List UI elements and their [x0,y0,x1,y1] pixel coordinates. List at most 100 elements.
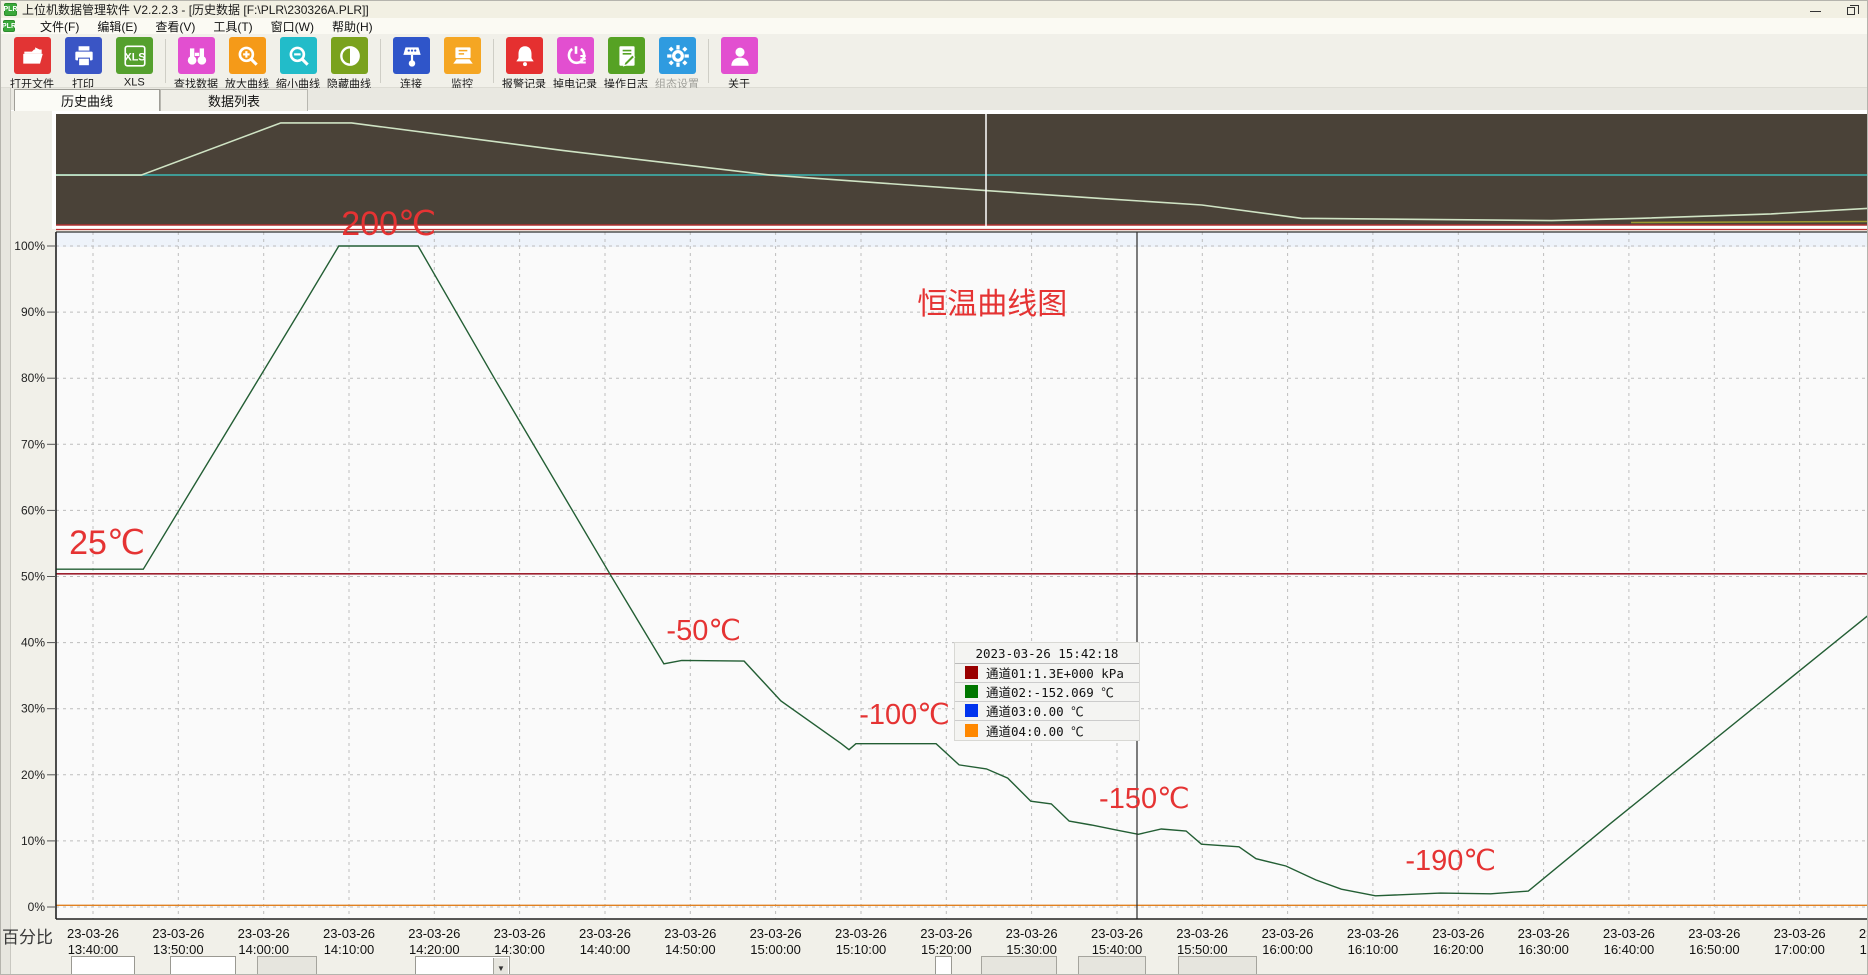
channel-color-swatch [964,704,978,718]
partial-spin-input[interactable] [71,956,135,974]
y-tick-label: 70% [21,437,45,451]
plot-background[interactable] [56,232,1868,919]
tooltip-channel-row: 通道01:1.3E+000 kPa [954,664,1139,683]
window-title: 上位机数据管理软件 V2.2.2.3 - [历史数据 [F:\PLR\23032… [22,3,369,17]
toolbar-button-打开文件[interactable]: 打开文件 [8,37,57,92]
annotation-label: -150℃ [1099,782,1190,815]
toolbar-button-放大曲线[interactable]: 放大曲线 [223,37,272,92]
restore-button[interactable] [1845,4,1859,16]
toolbar-label: 监控 [451,77,474,91]
printer-icon [65,37,102,74]
annotation-label: 恒温曲线图 [917,287,1068,321]
annotation-label: -100℃ [859,698,950,731]
y-axis-unit-label: 百分比 [2,928,53,947]
toolbar-button-报警记录[interactable]: 报警记录 [500,37,549,92]
tooltip-timestamp: 2023-03-26 15:42:18 [954,643,1139,664]
partial-spin-input[interactable] [170,956,236,974]
menu-item-0[interactable]: 文件(F) [40,19,80,34]
annotation-label: -50℃ [666,614,741,647]
partial-button[interactable] [257,956,317,974]
x-tick-label: 23-03-26 15:10:00 [835,926,887,956]
toolbar-button-XLS[interactable]: XLS XLS [110,37,159,89]
title-bar: PLR 上位机数据管理软件 V2.2.2.3 - [历史数据 [F:\PLR\2… [1,1,1867,18]
toolbar-button-掉电记录[interactable]: 掉电记录 [551,37,600,92]
toolbar-separator [380,39,381,83]
y-tick-label: 10% [21,834,45,848]
channel-value: 通道04:0.00 ℃ [985,723,1084,739]
overview-strip[interactable] [56,114,1868,225]
connector-icon [393,37,430,74]
partial-dropdown[interactable]: ▼ [415,956,510,974]
toolbar-label: 打印 [72,77,95,91]
binoculars-icon [178,37,215,74]
partial-button[interactable] [981,956,1057,974]
menu-item-5[interactable]: 帮助(H) [331,19,373,34]
zoom-in-icon [229,37,266,74]
toolbar-label: 操作日志 [604,77,649,91]
toolbar-button-操作日志[interactable]: 操作日志 [602,37,651,92]
toolbar-separator [165,39,166,83]
toolbar-label: 放大曲线 [225,77,270,91]
tooltip-channel-row: 通道03:0.00 ℃ [954,702,1139,721]
alarm-bell-icon [506,37,543,74]
x-tick-label: 23-03-26 15:20:00 [920,926,972,956]
toolbar-button-缩小曲线[interactable]: 缩小曲线 [274,37,323,92]
menu-item-3[interactable]: 工具(T) [213,19,253,34]
toolbar-button-组态设置[interactable]: 组态设置 [653,37,702,92]
toolbar-label: 打开文件 [10,77,55,91]
toolbar-button-打印[interactable]: 打印 [59,37,108,92]
x-tick-label: 23-03-26 15:50:00 [1176,926,1228,956]
x-tick-label: 23-03-26 14:50:00 [664,926,716,956]
x-tick-label: 23-03-26 15:30:00 [1006,926,1058,956]
toolbar-button-隐藏曲线[interactable]: 隐藏曲线 [325,37,374,92]
x-tick-label: 23-03-26 15:40:00 [1091,926,1143,956]
toolbar-label: XLS [124,75,145,89]
partial-spinner[interactable] [935,956,952,974]
minimize-button[interactable] [1809,4,1823,16]
person-icon [721,37,758,74]
svg-text:XLS: XLS [124,51,145,63]
channel-value: 通道03:0.00 ℃ [985,704,1084,720]
menu-item-1[interactable]: 编辑(E) [97,19,138,34]
toolbar-label: 隐藏曲线 [327,77,372,91]
tab-data-list[interactable]: 数据列表 [160,89,308,111]
toolbar-button-连接[interactable]: 连接 [387,37,436,92]
x-tick-label: 23-03-26 16:10:00 [1347,926,1399,956]
annotation-label: -190℃ [1405,844,1496,877]
toolbar-separator [493,39,494,83]
toolbar-label: 缩小曲线 [276,77,321,91]
history-curve-chart[interactable]: 100% 90% 80% 70% 60% 50% 40% 30% 20% 10% 0% 23-03-2… [11,111,1868,957]
y-tick-label: 100% [14,239,45,253]
partial-button[interactable] [1178,956,1257,974]
dropdown-arrow-icon: ▼ [493,958,508,974]
channel-value: 通道02:-152.069 ℃ [985,685,1114,701]
app-icon-small: PLR [2,20,16,32]
channel02-curve [56,245,1867,897]
tab-bar: 历史曲线 数据列表 [11,88,1867,111]
x-tick-label: 23-03-26 14:30:00 [494,926,546,956]
toolbar-label: 掉电记录 [553,77,598,91]
menu-item-2[interactable]: 查看(V) [155,19,196,34]
app-icon: PLR [4,3,18,16]
y-tick-label: 30% [21,702,45,716]
tooltip-channel-row: 通道04:0.00 ℃ [955,721,1139,740]
x-tick-label: 23-03-26 13:50:00 [152,926,204,956]
toolbar-label: 报警记录 [502,77,547,91]
toolbar-button-关于[interactable]: 关于 [715,37,764,92]
chart-area[interactable]: 100% 90% 80% 70% 60% 50% 40% 30% 20% 10% 0% 23-03-2… [2,111,1868,957]
y-tick-label: 50% [21,570,45,584]
toolbar-label: 组态设置 [655,77,700,91]
toolbar: 打开文件 打印 XLS XLS 查找数据 放大曲线 缩小曲线 隐藏曲线 连接 监… [1,34,1867,90]
y-tick-label: 40% [21,636,45,650]
partial-button[interactable] [1078,956,1146,974]
tab-history-curve[interactable]: 历史曲线 [14,89,160,111]
menu-item-4[interactable]: 窗口(W) [270,19,314,34]
toolbar-button-监控[interactable]: 监控 [438,37,487,92]
toolbar-button-查找数据[interactable]: 查找数据 [172,37,221,92]
x-tick-label: 23-03-26 14:40:00 [579,926,631,956]
x-tick-label: 23-03-26 13:40:00 [67,926,119,956]
monitor-icon [444,37,481,74]
operation-log-icon [608,37,645,74]
x-tick-label: 23-03-26 14:20:00 [408,926,460,956]
